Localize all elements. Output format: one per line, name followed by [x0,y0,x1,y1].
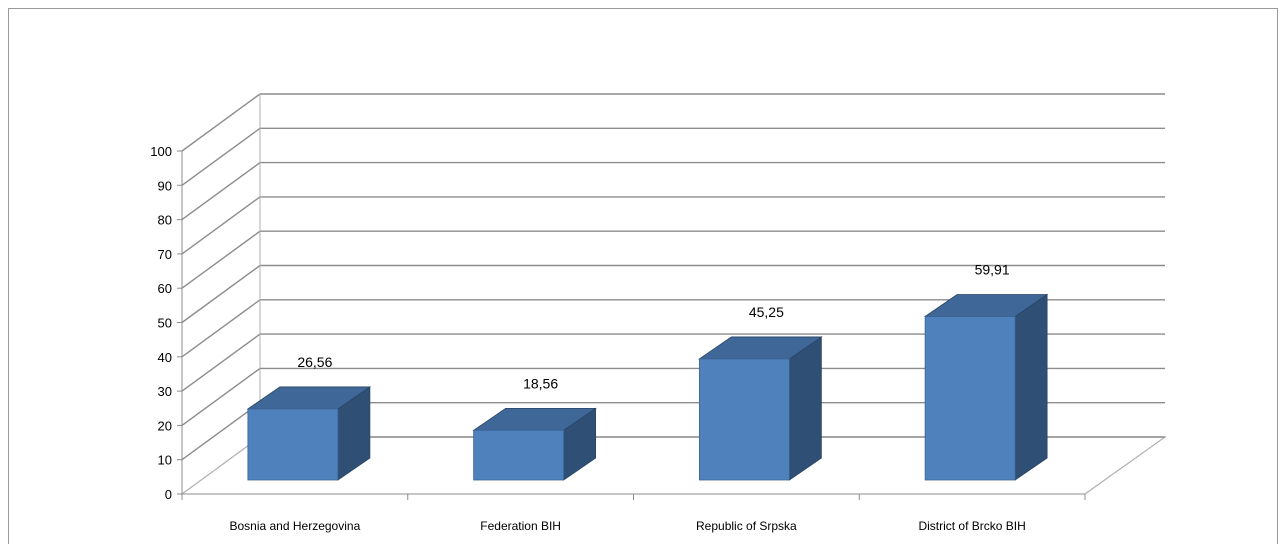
y-tick-label: 60 [158,281,172,296]
y-tick-label: 30 [158,384,172,399]
chart-frame [8,8,1278,544]
bar-side [1014,293,1048,481]
gridline-side [181,230,261,289]
gridline-side [181,127,261,186]
y-tick-label: 80 [158,213,172,228]
gridline-side [181,264,261,324]
gridline-side [181,93,261,152]
gridline-side [181,333,261,392]
x-tick-label: Republic of Srpska [696,519,797,533]
bar [924,316,1016,481]
data-label: 45,25 [749,304,784,320]
bar [473,429,565,481]
data-label: 18,56 [523,375,558,391]
x-tick-label: Federation BIH [480,519,561,533]
y-tick-label: 90 [158,178,172,193]
gridline-side [181,196,261,255]
y-tick-label: 100 [150,144,172,159]
y-tick-label: 50 [158,316,172,331]
bar [698,358,790,481]
bar [247,408,339,481]
gridline-side [181,402,261,461]
y-tick-label: 40 [158,350,172,365]
gridline-side [181,299,261,358]
y-tick-label: 70 [158,247,172,262]
x-tick-label: Bosnia and Herzegovina [229,519,360,533]
data-label: 26,56 [297,354,332,370]
bar-side [788,336,822,481]
x-tick-label: District of Brcko BIH [918,519,1025,533]
y-tick-label: 0 [165,487,172,502]
data-label: 59,91 [975,262,1010,278]
gridline-side [181,162,261,221]
y-tick-label: 10 [158,453,172,468]
y-tick-label: 20 [158,418,172,433]
gridline-side [181,367,261,426]
